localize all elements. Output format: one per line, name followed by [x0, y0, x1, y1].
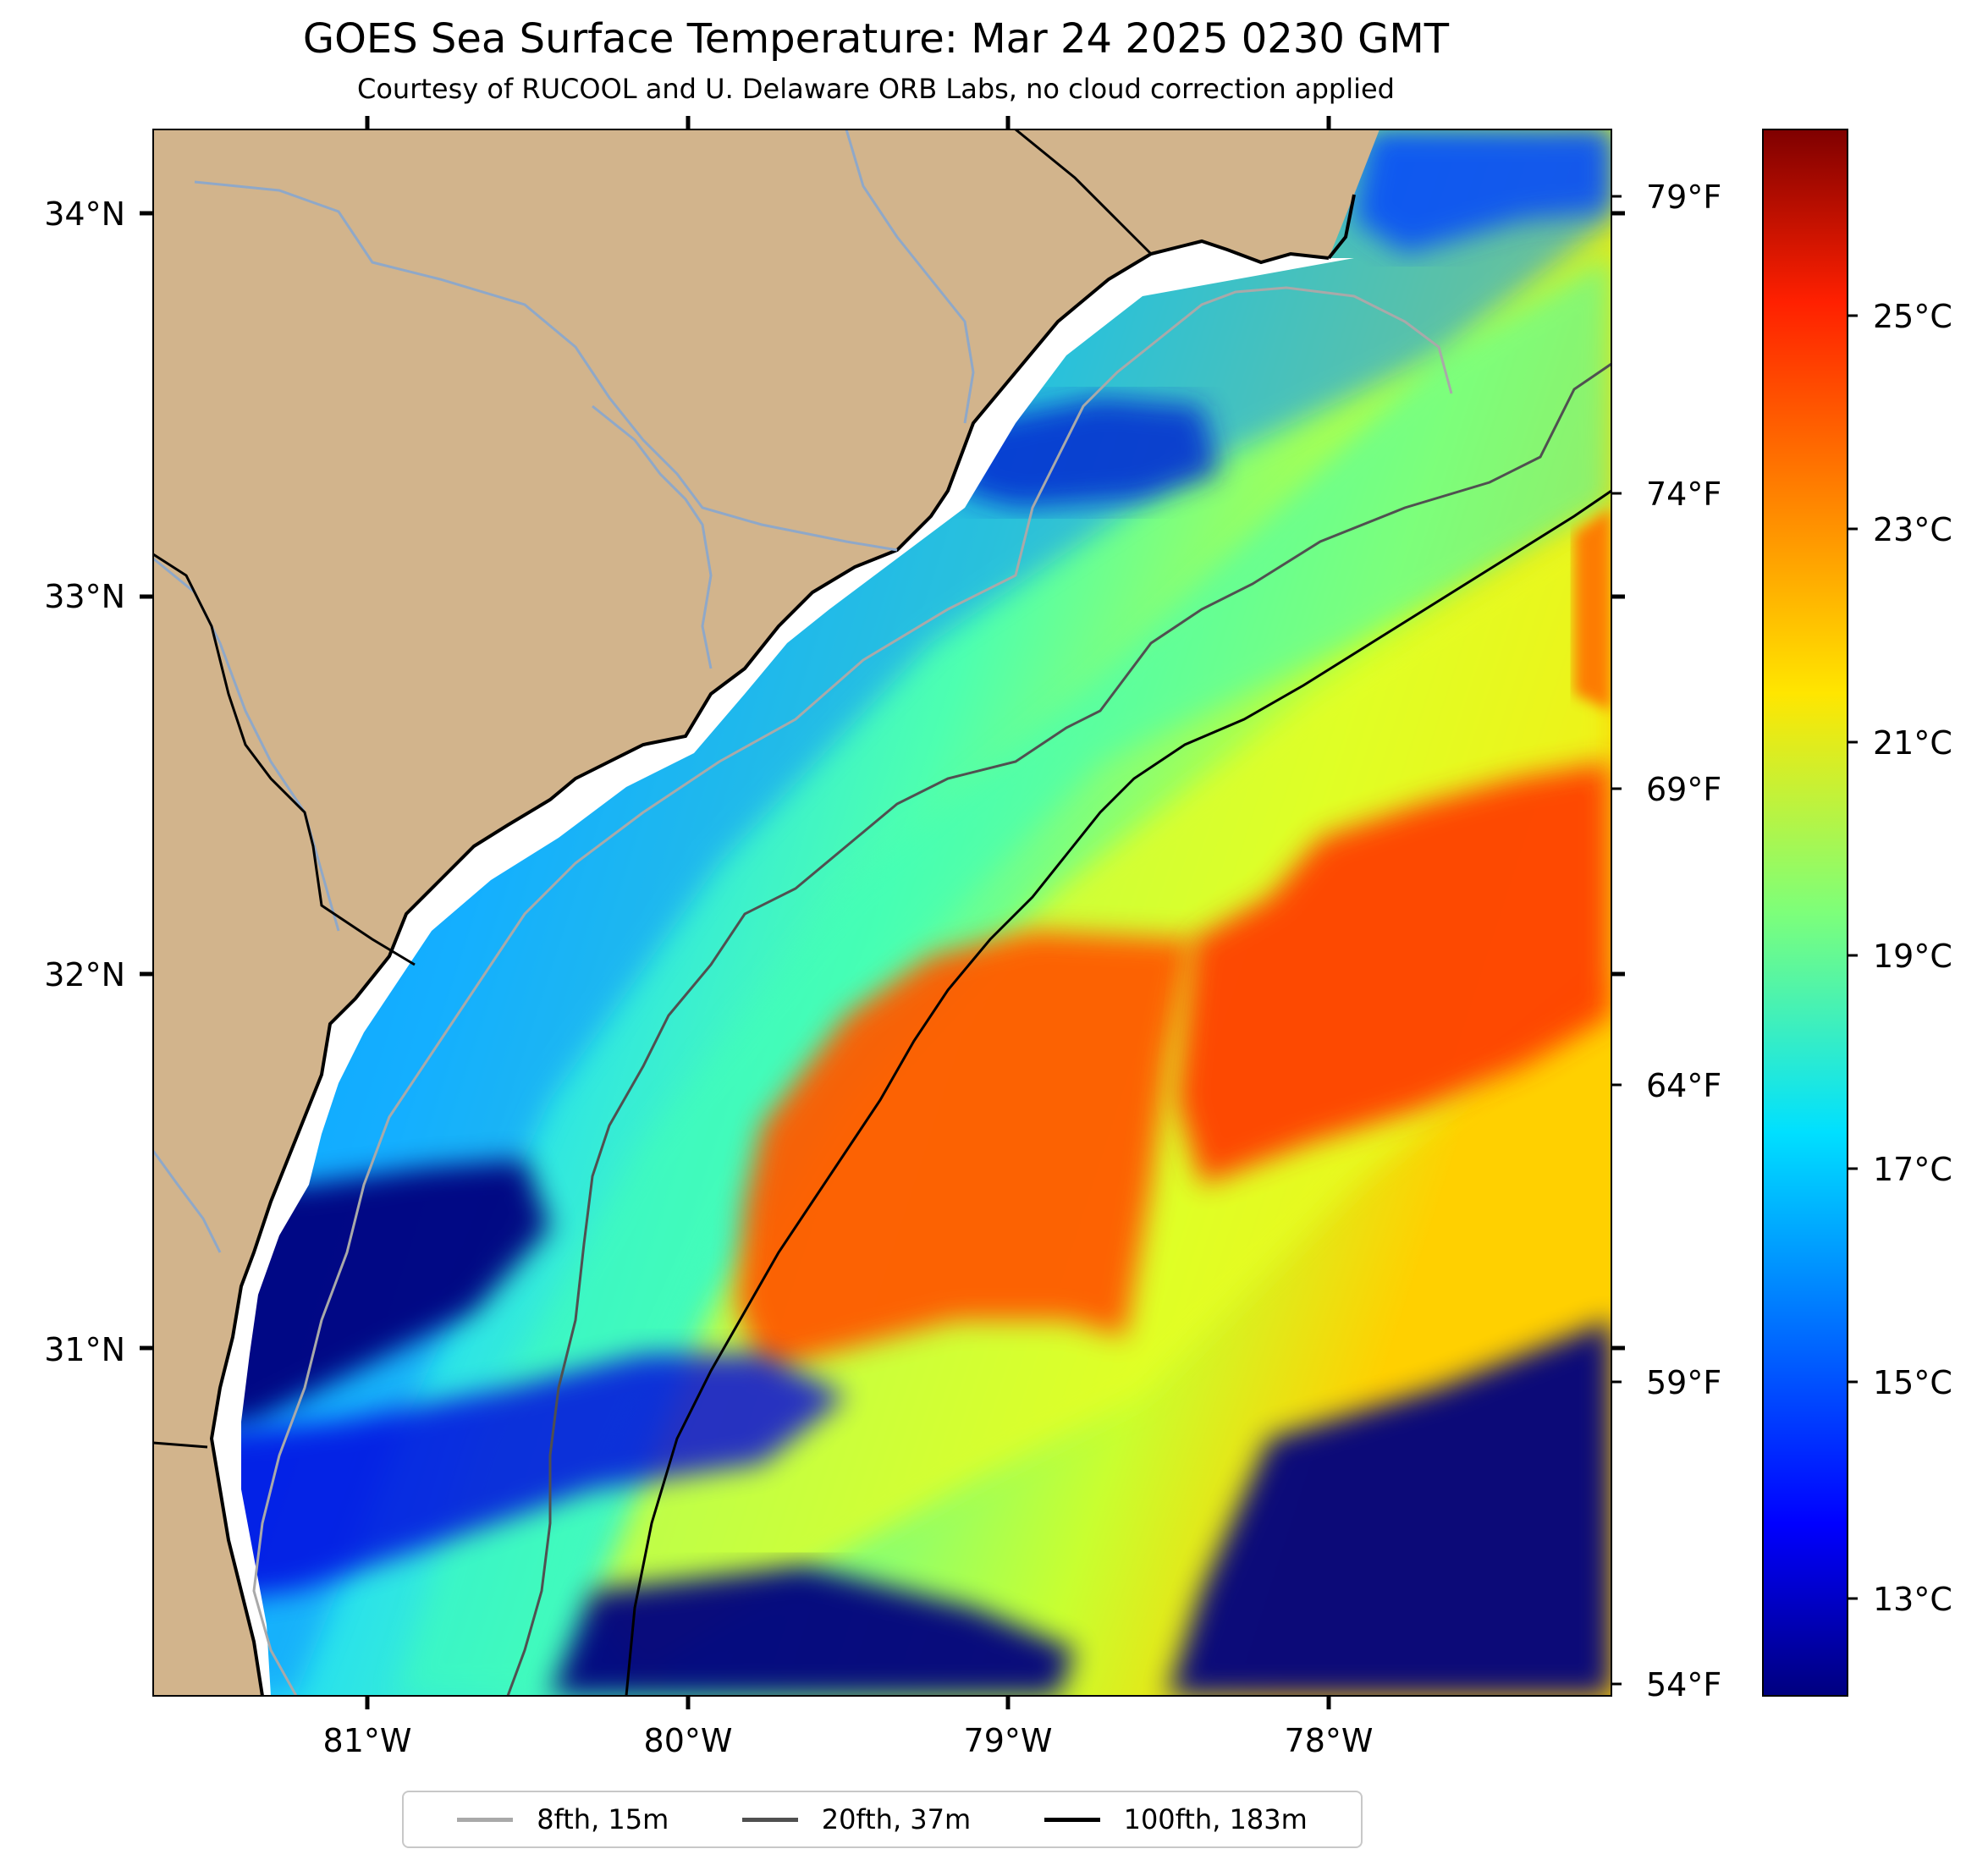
f-label-59: 59°F	[1646, 1364, 1721, 1401]
gulf-stream-patch-1	[736, 931, 1193, 1371]
legend-item-20fth: 20fth, 37m	[741, 1803, 972, 1835]
lon-label-81: 81°W	[323, 1722, 412, 1759]
isobath-8fth	[252, 286, 1453, 1696]
legend-swatch-100fth	[1044, 1817, 1100, 1822]
state-border-sc-ga	[153, 553, 416, 966]
lat-labels: 34°N 33°N 32°N 31°N	[44, 195, 125, 1368]
gulf-stream-patch-3	[1574, 508, 1611, 711]
c-label-25: 25°C	[1873, 298, 1952, 335]
c-label-23: 23°C	[1873, 511, 1952, 548]
c-label-15: 15°C	[1873, 1364, 1952, 1401]
river-1	[194, 180, 898, 552]
legend-swatch-8fth	[457, 1817, 514, 1822]
c-label-19: 19°C	[1873, 938, 1952, 975]
cold-patch-northeast	[1354, 129, 1611, 254]
lat-label-32: 32°N	[44, 956, 125, 993]
lon-labels: 81°W 80°W 79°W 78°W	[323, 1722, 1374, 1759]
legend-label-8fth: 8fth, 15m	[537, 1803, 669, 1835]
river-4	[845, 129, 975, 424]
coastline-north	[1327, 194, 1356, 260]
f-label-69: 69°F	[1646, 771, 1721, 808]
page-title: GOES Sea Surface Temperature: Mar 24 202…	[302, 15, 1450, 63]
river-5	[153, 1150, 222, 1253]
lat-ticks	[140, 211, 1625, 1351]
fahrenheit-labels: 79°F 74°F 69°F 64°F 59°F 54°F	[1646, 179, 1721, 1703]
legend-item-8fth: 8fth, 15m	[457, 1803, 669, 1835]
legend-label-100fth: 100fth, 183m	[1123, 1803, 1308, 1835]
colorbar	[1762, 129, 1848, 1697]
lat-label-31: 31°N	[44, 1331, 125, 1368]
isobath-20fth	[506, 362, 1611, 1696]
lon-ticks	[365, 116, 1331, 1709]
midshelf-water	[398, 254, 1611, 1696]
f-label-79: 79°F	[1646, 179, 1721, 216]
map-frame	[152, 129, 1612, 1697]
f-label-54: 54°F	[1646, 1666, 1721, 1703]
cold-patch-north	[956, 398, 1219, 508]
legend-item-100fth: 100fth, 183m	[1044, 1803, 1308, 1835]
colorbar-labels: 25°C 23°C 21°C 19°C 17°C 15°C 13°C	[1873, 298, 1952, 1618]
isobath-100fth	[625, 489, 1611, 1696]
f-label-74: 74°F	[1646, 476, 1721, 513]
page-subtitle: Courtesy of RUCOOL and U. Delaware ORB L…	[357, 73, 1395, 105]
c-label-13: 13°C	[1873, 1581, 1952, 1618]
cold-patch-southeast	[1168, 1320, 1611, 1696]
map-area	[153, 129, 1611, 1696]
cold-patch-south	[550, 1566, 1075, 1696]
lon-label-80: 80°W	[644, 1722, 733, 1759]
f-label-64: 64°F	[1646, 1067, 1721, 1104]
cold-streak-1	[153, 1354, 846, 1608]
state-border-ga-fl	[153, 1441, 208, 1449]
lon-label-78: 78°W	[1285, 1722, 1374, 1759]
fahrenheit-ticks	[1611, 195, 1622, 1686]
legend-label-20fth: 20fth, 37m	[821, 1803, 972, 1835]
land	[153, 129, 1379, 1696]
c-label-21: 21°C	[1873, 724, 1952, 762]
lon-label-79: 79°W	[964, 1722, 1053, 1759]
c-label-17: 17°C	[1873, 1151, 1952, 1188]
state-border-nc-sc	[1015, 129, 1153, 256]
isobath-legend: 8fth, 15m 20fth, 37m 100fth, 183m	[402, 1791, 1363, 1848]
coastline	[209, 239, 1330, 1696]
river-2	[592, 404, 713, 669]
colorbar-ticks	[1848, 314, 1858, 1600]
lat-label-33: 33°N	[44, 578, 125, 615]
legend-swatch-20fth	[741, 1817, 798, 1822]
gulf-stream-patch-2	[1176, 762, 1611, 1185]
lat-label-34: 34°N	[44, 195, 125, 233]
